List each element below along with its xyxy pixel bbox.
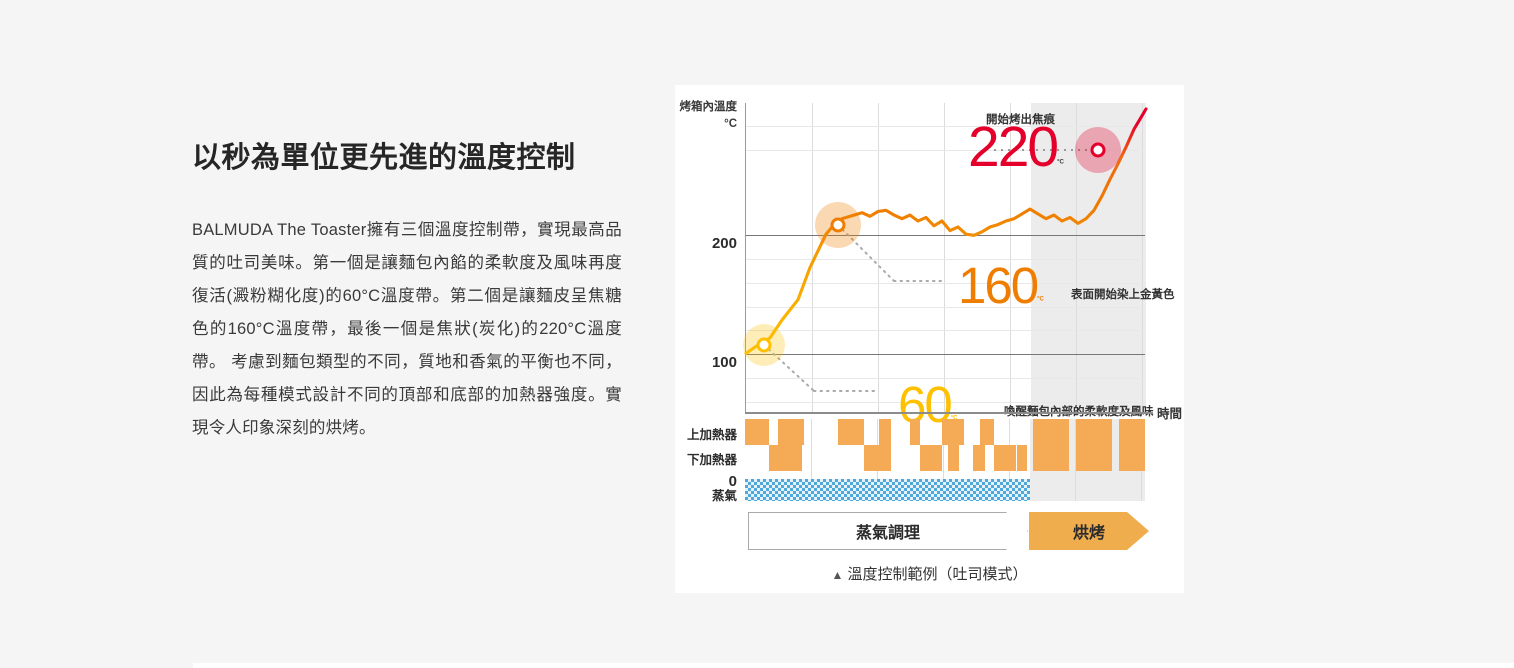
row-label-steam: 蒸氣 (711, 489, 737, 503)
bake-phase-shading (1031, 103, 1146, 413)
y-tick-200: 200 (711, 235, 737, 252)
upper-heater-segment (745, 419, 769, 445)
y-axis-title-text: 烤箱內溫度 (679, 101, 738, 113)
annotation-160-unit: °C (1037, 295, 1044, 303)
lower-heater-segment (973, 445, 985, 471)
plot-area: 開始烤出焦痕 220°C 160°C 表面開始染上金黃色 60°C 喚醒麵包內部… (743, 103, 1175, 430)
heater-timeline (745, 419, 1145, 501)
row-label-upper-heater: 上加熱器 (686, 428, 737, 442)
h-gridline-200 (746, 235, 1145, 236)
vertical-gridline (944, 103, 945, 413)
temperature-curve (743, 107, 1148, 392)
bar-gridline (1075, 419, 1076, 501)
chart-caption: ▲ 溫度控制範例（吐司模式） (675, 563, 1184, 584)
marker-60 (756, 337, 772, 353)
mode-steam-cooking[interactable]: 蒸氣調理 (748, 512, 1028, 550)
h-gridline-80 (746, 378, 1145, 379)
x-axis-line (745, 412, 1153, 414)
y-tick-100: 100 (711, 354, 737, 371)
article-text-column: 以秒為單位更先進的溫度控制 BALMUDA The Toaster擁有三個溫度控… (192, 140, 622, 445)
mode-steam-label: 蒸氣調理 (855, 525, 920, 542)
lower-heater-segment (769, 445, 802, 471)
annotation-220-unit: °C (1057, 158, 1064, 166)
bake-heater-block (1076, 419, 1112, 471)
leader-line-60 (763, 344, 815, 392)
mode-timeline: 蒸氣調理 烘烤 (748, 512, 1149, 550)
y-axis-unit-text: °C (724, 117, 737, 130)
temperature-chart-card: 烤箱內溫度 °C 200 100 0 時間 (675, 85, 1184, 593)
upper-heater-segment (980, 419, 994, 445)
mode-bake-label: 烘烤 (1072, 525, 1105, 542)
vertical-gridline (812, 103, 813, 413)
annotation-160-value: 160 (958, 257, 1039, 314)
annotation-160-note: 表面開始染上金黃色 (1071, 289, 1175, 301)
h-gridline-160 (746, 283, 1145, 284)
vertical-gridline (1010, 103, 1011, 413)
bar-gridline (943, 419, 944, 501)
h-gridline-240 (746, 126, 1145, 127)
lower-heater-segment (920, 445, 942, 471)
caption-triangle-icon: ▲ (831, 568, 844, 582)
upper-heater-segment (778, 419, 804, 445)
upper-heater-segment (942, 419, 964, 445)
upper-heater-segment (838, 419, 864, 445)
h-gridline-100 (746, 354, 1145, 355)
annotation-220-title: 開始烤出焦痕 (986, 114, 1055, 126)
lower-heater-segment (1017, 445, 1027, 471)
lower-heater-segment (948, 445, 959, 471)
lower-heater-segment (994, 445, 1016, 471)
vertical-gridline (878, 103, 879, 413)
bake-heater-block (1033, 419, 1069, 471)
caption-text: 溫度控制範例（吐司模式） (847, 566, 1028, 583)
bake-heater-block (1119, 419, 1145, 471)
upper-heater-segment (910, 419, 920, 445)
marker-160 (830, 217, 846, 233)
h-gridline-60 (746, 402, 1145, 403)
upper-heater-segment (879, 419, 891, 445)
annotation-220: 220°C (968, 119, 1064, 176)
h-gridline-180 (746, 259, 1145, 260)
bar-gridline (811, 419, 812, 501)
h-gridline-220 (746, 150, 1145, 151)
y-tick-0: 0 (728, 473, 737, 490)
vertical-gridline (1076, 103, 1077, 413)
mode-baking[interactable]: 烘烤 (1029, 512, 1149, 550)
marker-220 (1090, 142, 1106, 158)
bottom-white-band (193, 663, 1514, 668)
annotation-60-unit: °C (950, 414, 958, 422)
leader-line-160 (837, 224, 895, 282)
h-gridline-120 (746, 330, 1145, 331)
x-axis-label: 時間 (1157, 407, 1183, 421)
y-axis-title: 烤箱內溫度 °C (675, 99, 738, 132)
h-gridline-140 (746, 307, 1145, 308)
vertical-gridline (1142, 103, 1143, 413)
annotation-160: 160°C (958, 260, 1044, 311)
steam-bar (745, 479, 1030, 501)
annotation-220-value: 220 (968, 115, 1059, 179)
page-title: 以秒為單位更先進的溫度控制 (192, 142, 576, 174)
annotation-60-note: 喚醒麵包內部的柔軟度及風味 (1004, 406, 1154, 418)
lower-heater-segment (864, 445, 891, 471)
article-body: BALMUDA The Toaster擁有三個溫度控制帶，實現最高品質的吐司美味… (192, 220, 622, 437)
row-label-lower-heater: 下加熱器 (686, 453, 737, 467)
